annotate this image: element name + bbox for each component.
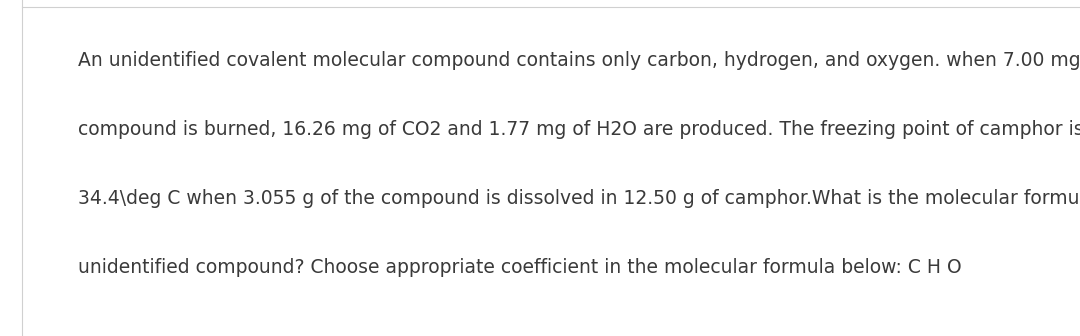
Text: unidentified compound? Choose appropriate coefficient in the molecular formula b: unidentified compound? Choose appropriat… <box>78 258 961 277</box>
Text: An unidentified covalent molecular compound contains only carbon, hydrogen, and : An unidentified covalent molecular compo… <box>78 51 1080 70</box>
Text: 34.4\deg C when 3.055 g of the compound is dissolved in 12.50 g of camphor.What : 34.4\deg C when 3.055 g of the compound … <box>78 189 1080 208</box>
Text: compound is burned, 16.26 mg of CO2 and 1.77 mg of H2O are produced. The freezin: compound is burned, 16.26 mg of CO2 and … <box>78 120 1080 139</box>
